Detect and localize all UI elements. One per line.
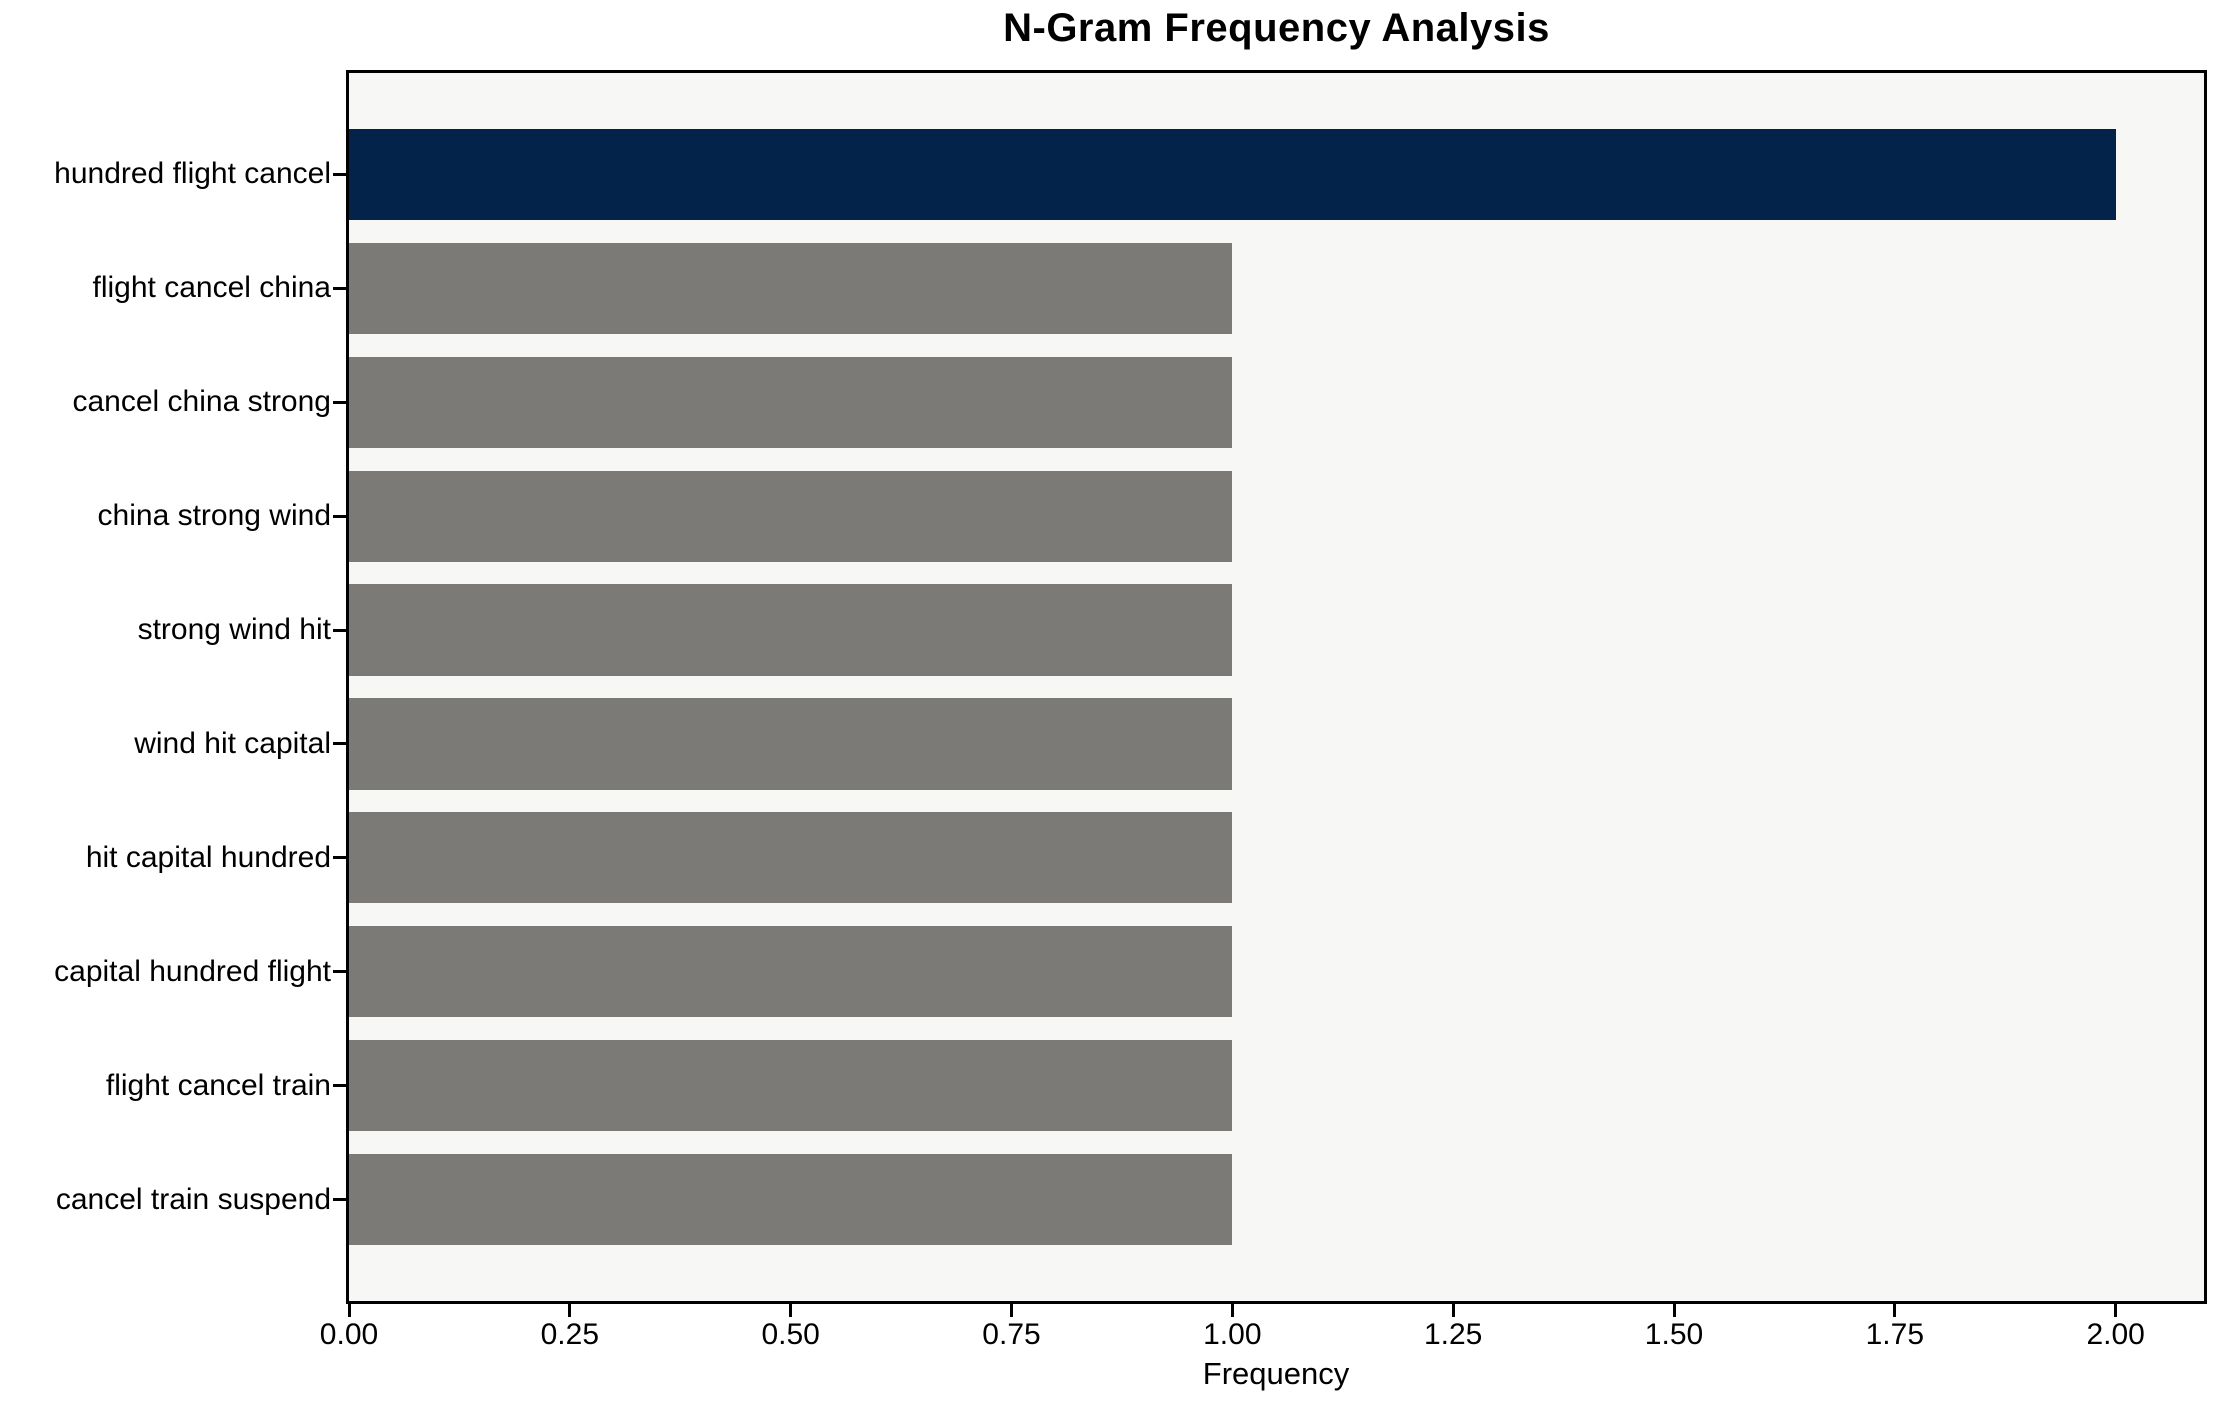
x-tick-mark [1893, 1304, 1897, 1317]
bar-china-strong-wind [349, 470, 1233, 562]
x-tick-mark [789, 1304, 793, 1317]
y-tick-label: cancel china strong [72, 385, 332, 419]
plot-area [346, 70, 2207, 1304]
y-tick-mark [333, 1198, 346, 1202]
y-tick-mark [333, 628, 346, 632]
y-tick-label: strong wind hit [137, 613, 331, 647]
y-tick-label: flight cancel china [92, 271, 331, 305]
x-tick-label: 0.25 [540, 1318, 600, 1351]
x-tick-mark [2114, 1304, 2118, 1317]
bar-wind-hit-capital [349, 698, 1233, 790]
bar-cancel-train-suspend [349, 1154, 1233, 1246]
x-tick-mark [1451, 1304, 1455, 1317]
x-tick-mark [568, 1304, 572, 1317]
chart-title: N-Gram Frequency Analysis [1003, 6, 1550, 50]
bar-strong-wind-hit [349, 584, 1233, 676]
y-tick-mark [333, 742, 346, 746]
bar-capital-hundred-flight [349, 926, 1233, 1018]
x-tick-mark [347, 1304, 351, 1317]
x-tick-mark [1230, 1304, 1234, 1317]
y-tick-mark [333, 970, 346, 974]
x-tick-label: 0.00 [319, 1318, 379, 1351]
x-tick-label: 0.75 [982, 1318, 1041, 1351]
y-tick-mark [333, 514, 346, 518]
x-tick-label: 2.00 [2086, 1318, 2145, 1351]
y-tick-mark [333, 286, 346, 290]
y-tick-label: hundred flight cancel [54, 157, 331, 191]
x-tick-label: 0.50 [761, 1318, 820, 1351]
y-tick-label: china strong wind [97, 499, 331, 533]
bar-cancel-china-strong [349, 356, 1233, 448]
bar-hit-capital-hundred [349, 812, 1233, 904]
x-axis-label: Frequency [1202, 1356, 1350, 1391]
bar-flight-cancel-china [349, 242, 1233, 334]
y-tick-label: cancel train suspend [55, 1182, 331, 1216]
y-tick-mark [333, 856, 346, 860]
bar-hundred-flight-cancel [349, 128, 2116, 220]
y-tick-label: capital hundred flight [54, 954, 331, 988]
y-tick-mark [333, 400, 346, 404]
x-tick-label: 1.50 [1644, 1318, 1704, 1351]
x-tick-label: 1.75 [1865, 1318, 1925, 1351]
y-tick-label: hit capital hundred [85, 840, 331, 874]
y-tick-mark [333, 172, 346, 176]
x-tick-label: 1.00 [1203, 1318, 1262, 1351]
y-tick-label: flight cancel train [105, 1068, 331, 1102]
x-tick-mark [1010, 1304, 1013, 1317]
y-tick-label: wind hit capital [134, 726, 331, 760]
x-tick-label: 1.25 [1423, 1318, 1483, 1351]
y-tick-mark [333, 1084, 346, 1088]
x-tick-mark [1672, 1304, 1676, 1317]
bar-flight-cancel-train [349, 1040, 1233, 1132]
